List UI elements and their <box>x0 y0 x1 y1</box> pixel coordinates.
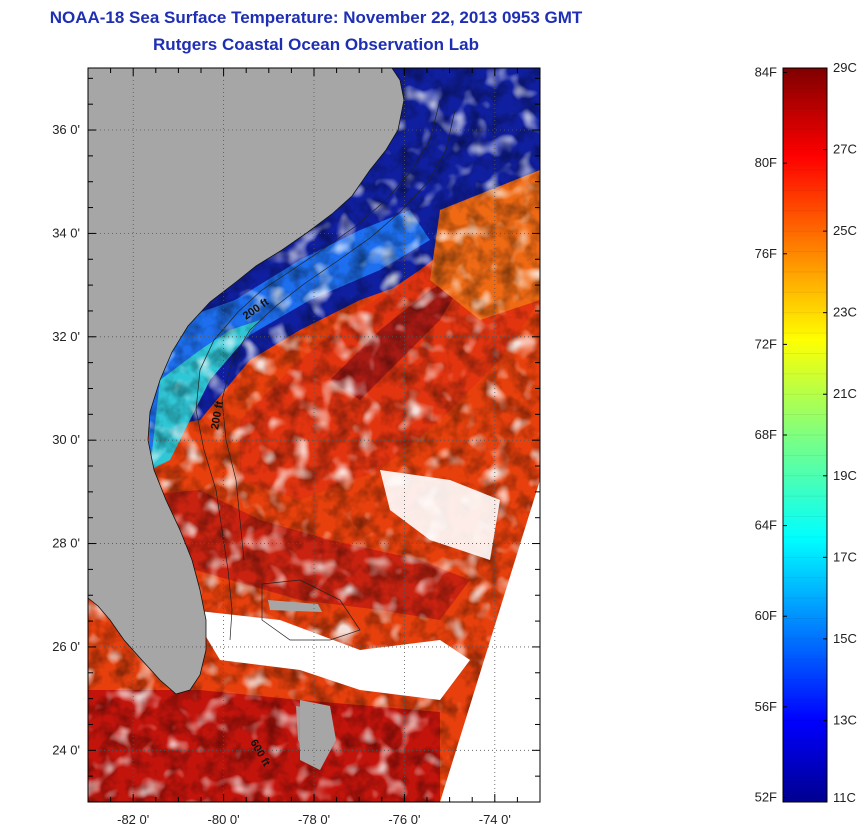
colorbar-fahrenheit-label: 68F <box>755 427 777 442</box>
colorbar-celsius-label: 27C <box>833 142 857 157</box>
longitude-label: -74 0' <box>479 812 511 827</box>
colorbar-celsius-label: 13C <box>833 712 857 727</box>
longitude-label: -82 0' <box>117 812 149 827</box>
latitude-label: 32 0' <box>52 329 80 344</box>
colorbar-fahrenheit-label: 64F <box>755 518 777 533</box>
colorbar-celsius-label: 17C <box>833 549 857 564</box>
latitude-label: 36 0' <box>52 122 80 137</box>
latitude-label: 30 0' <box>52 432 80 447</box>
colorbar-fahrenheit-label: 84F <box>755 65 777 80</box>
colorbar-celsius-labels: 29C 27C 25C 23C 21C 19C 17C 15C 13C 11C <box>823 60 857 805</box>
contour-bahamas <box>261 579 361 641</box>
contour-label: 200 ft <box>209 400 226 431</box>
colorbar-fahrenheit-label: 72F <box>755 336 777 351</box>
us-coastline-land <box>88 68 404 694</box>
andros-island <box>296 706 322 756</box>
longitude-label: -80 0' <box>208 812 240 827</box>
latitude-label: 28 0' <box>52 536 80 551</box>
colorbar-celsius-label: 19C <box>833 468 857 483</box>
longitude-label: -78 0' <box>298 812 330 827</box>
colorbar-fahrenheit-label: 80F <box>755 155 777 170</box>
longitude-labels: -82 0' -80 0' -78 0' -76 0' -74 0' <box>117 812 511 827</box>
colorbar-fahrenheit-label: 52F <box>755 789 777 804</box>
latitude-labels: 24 0' 26 0' 28 0' 30 0' 32 0' 34 0' 36 0' <box>52 122 80 757</box>
map-subtitle: Rutgers Coastal Ocean Observation Lab <box>153 35 479 54</box>
colorbar-fahrenheit-label: 60F <box>755 608 777 623</box>
colorbar-celsius-label: 29C <box>833 60 857 75</box>
contour-200ft <box>195 99 441 641</box>
latitude-label: 24 0' <box>52 742 80 757</box>
colorbar-celsius-label: 11C <box>833 790 856 805</box>
latitude-label: 34 0' <box>52 225 80 240</box>
map-title: NOAA-18 Sea Surface Temperature: Novembe… <box>49 8 583 27</box>
colorbar-celsius-label: 23C <box>833 305 857 320</box>
colorbar-celsius-label: 15C <box>833 631 857 646</box>
contour-600ft <box>221 109 456 561</box>
axis-ticks <box>87 68 540 803</box>
colorbar-fahrenheit-labels: 84F 80F 76F 72F 68F 64F 60F 56F 52F <box>755 65 787 804</box>
colorbar-celsius-label: 21C <box>833 386 857 401</box>
coastline <box>87 67 405 695</box>
grand-bahama <box>268 600 322 612</box>
longitude-label: -76 0' <box>388 812 420 827</box>
colorbar-fahrenheit-label: 56F <box>755 699 777 714</box>
latitude-label: 26 0' <box>52 639 80 654</box>
colorbar-bands <box>783 87 827 783</box>
colorbar-celsius-label: 25C <box>833 223 857 238</box>
colorbar-fahrenheit-label: 76F <box>755 246 777 261</box>
graticule <box>88 68 540 802</box>
